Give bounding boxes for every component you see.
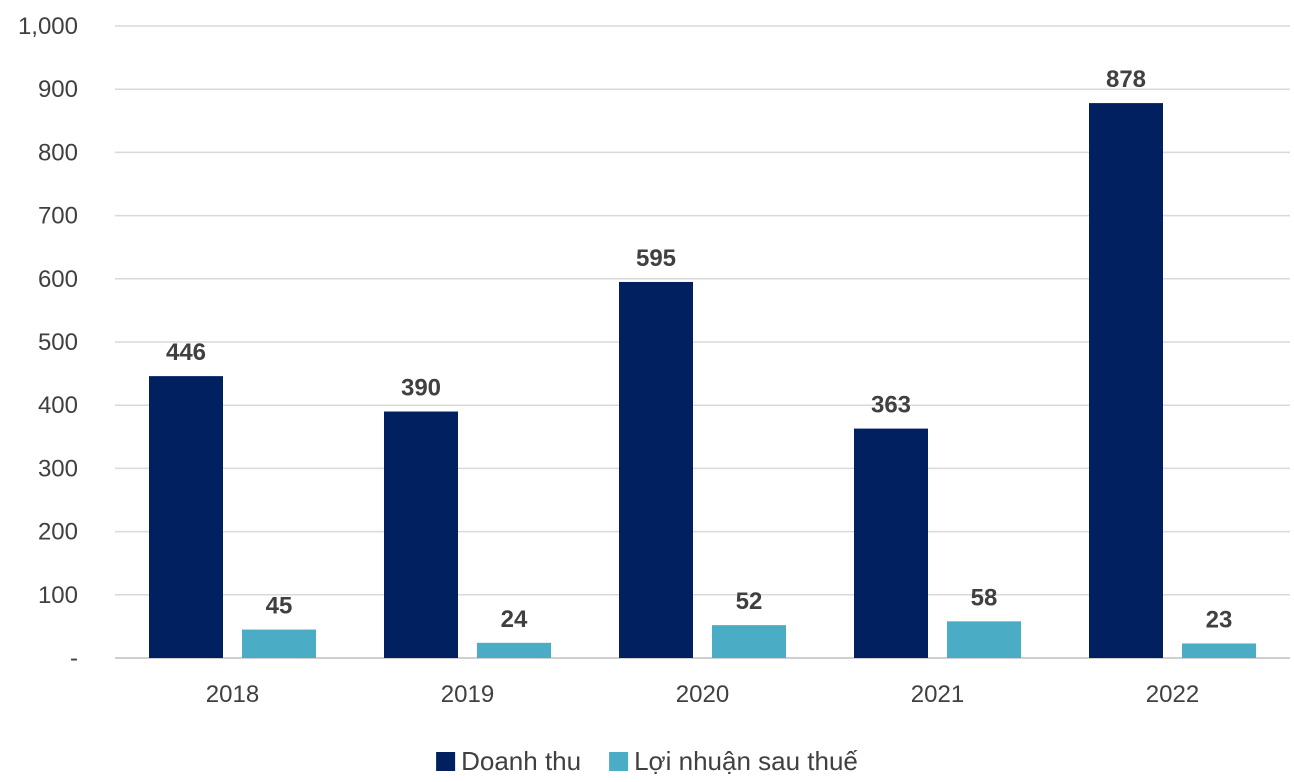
x-tick-label: 2022 xyxy=(1146,681,1199,708)
data-label: 446 xyxy=(166,339,206,366)
bar-loi-nhuan-2021 xyxy=(947,621,1021,658)
data-label: 58 xyxy=(971,584,998,611)
y-tick-label: 600 xyxy=(38,266,78,293)
y-tick-label: - xyxy=(70,645,78,672)
x-tick-label: 2020 xyxy=(676,681,729,708)
bar-doanh-thu-2022 xyxy=(1089,103,1163,658)
y-tick-label: 100 xyxy=(38,582,78,609)
legend-label: Doanh thu xyxy=(461,746,581,776)
legend-label: Lợi nhuận sau thuế xyxy=(634,746,858,776)
legend: Doanh thu Lợi nhuận sau thuế xyxy=(436,746,858,776)
data-label: 390 xyxy=(401,375,441,402)
data-label: 52 xyxy=(736,588,763,615)
legend-swatch xyxy=(436,752,456,771)
y-axis-ticks: - 100 200 300 400 500 600 700 800 900 1,000 xyxy=(18,13,78,672)
bar-doanh-thu-2018 xyxy=(149,376,223,658)
x-tick-label: 2019 xyxy=(441,681,494,708)
bar-loi-nhuan-2020 xyxy=(712,625,786,658)
data-label: 45 xyxy=(266,593,293,620)
y-tick-label: 700 xyxy=(38,203,78,230)
bar-loi-nhuan-2022 xyxy=(1182,643,1256,658)
data-label: 878 xyxy=(1106,66,1146,93)
x-axis-ticks: 2018 2019 2020 2021 2022 xyxy=(206,681,1199,708)
gridlines xyxy=(115,25,1290,659)
data-labels: 446 45 390 24 595 52 363 58 878 23 xyxy=(166,66,1232,633)
bar-doanh-thu-2021 xyxy=(854,428,928,658)
y-tick-label: 900 xyxy=(38,76,78,103)
bar-doanh-thu-2020 xyxy=(619,281,693,658)
bars xyxy=(149,103,1256,658)
data-label: 24 xyxy=(501,606,528,633)
y-tick-label: 300 xyxy=(38,455,78,482)
y-tick-label: 1,000 xyxy=(18,13,78,40)
bar-doanh-thu-2019 xyxy=(384,411,458,658)
y-tick-label: 200 xyxy=(38,519,78,546)
data-label: 595 xyxy=(636,245,676,272)
x-tick-label: 2021 xyxy=(911,681,964,708)
y-tick-label: 800 xyxy=(38,139,78,166)
x-tick-label: 2018 xyxy=(206,681,259,708)
bar-loi-nhuan-2019 xyxy=(477,642,551,658)
y-tick-label: 500 xyxy=(38,329,78,356)
y-tick-label: 400 xyxy=(38,392,78,419)
data-label: 23 xyxy=(1206,606,1233,633)
legend-swatch xyxy=(609,752,629,771)
bar-loi-nhuan-2018 xyxy=(242,629,316,658)
data-label: 363 xyxy=(871,392,911,419)
